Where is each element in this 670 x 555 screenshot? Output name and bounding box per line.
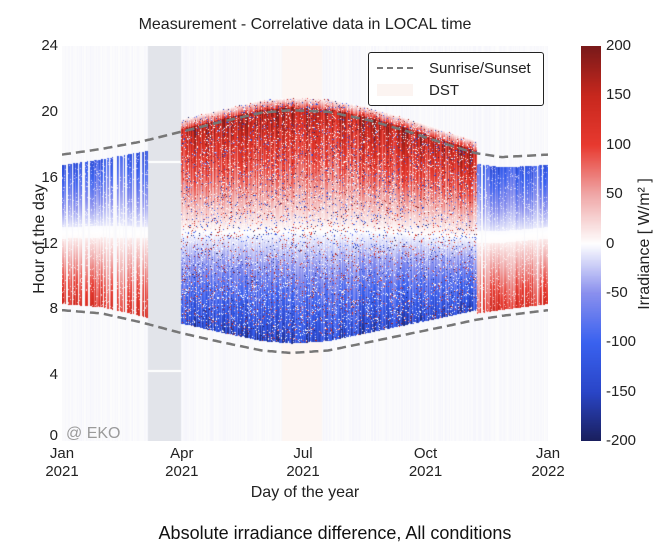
sunrise-line: [62, 308, 548, 355]
x-tick-label: Jan 2022: [518, 445, 578, 481]
x-tick-month: Apr: [170, 445, 194, 462]
colorbar-tick-label: 100: [606, 135, 632, 153]
colorbar-tick-label: 0: [606, 234, 615, 252]
colorbar-tick-label: -50: [606, 283, 628, 301]
x-tick-label: Jul 2021: [273, 445, 333, 481]
y-tick-label: 12: [41, 234, 58, 252]
legend-label: Sunrise/Sunset: [429, 59, 531, 77]
figure-caption: Absolute irradiance difference, All cond…: [158, 523, 512, 543]
x-tick-year: 2021: [165, 463, 199, 480]
x-tick-month: Jul: [293, 445, 313, 462]
colorbar-tick-label: 150: [606, 86, 632, 104]
heatmap-cells: [62, 46, 548, 441]
dashed-line-swatch: [377, 67, 413, 69]
colorbar-tick-label: 200: [606, 37, 632, 54]
watermark: @ EKO: [66, 425, 121, 442]
colorbar-tick-label: 50: [606, 185, 623, 203]
colorbar-label: Irradiance [ W/m² ]: [636, 178, 653, 310]
legend-label: DST: [429, 81, 459, 99]
sunset-line: [62, 108, 548, 159]
y-tick-label: 24: [41, 37, 58, 54]
sunrise-sunset-overlay: [62, 108, 548, 355]
x-tick-year: 2022: [531, 463, 565, 480]
y-tick-label: 16: [41, 168, 58, 186]
dst-patch-swatch: [377, 84, 413, 96]
x-tick-label: Apr 2021: [152, 445, 212, 481]
legend-item-sunrise-sunset: Sunrise/Sunset: [377, 58, 531, 78]
legend: Sunrise/Sunset DST: [368, 52, 544, 106]
y-tick-label: 4: [49, 366, 58, 384]
legend-item-dst: DST: [377, 80, 459, 100]
x-tick-month: Jan: [535, 445, 561, 462]
chart-title: Measurement - Correlative data in LOCAL …: [138, 16, 472, 33]
colorbar-tick-label: -200: [606, 432, 637, 449]
x-tick-label: Jan 2021: [32, 445, 92, 481]
y-tick-label: 8: [49, 300, 58, 318]
x-tick-year: 2021: [408, 463, 443, 480]
x-tick-label: Oct 2021: [396, 445, 456, 481]
colorbar-tick-label: -150: [606, 382, 637, 400]
x-tick-month: Oct: [413, 445, 438, 462]
x-tick-month: Jan: [49, 445, 75, 462]
heatmap-plot-area: [62, 46, 548, 441]
colorbar: [581, 46, 601, 441]
x-tick-year: 2021: [45, 463, 79, 480]
x-tick-year: 2021: [286, 463, 320, 480]
y-tick-label: 0: [49, 427, 58, 444]
x-axis-label: Day of the year: [250, 484, 360, 501]
colorbar-tick-label: -100: [606, 333, 637, 351]
y-axis-label: Hour of the day: [31, 184, 48, 294]
y-tick-label: 20: [41, 102, 58, 120]
